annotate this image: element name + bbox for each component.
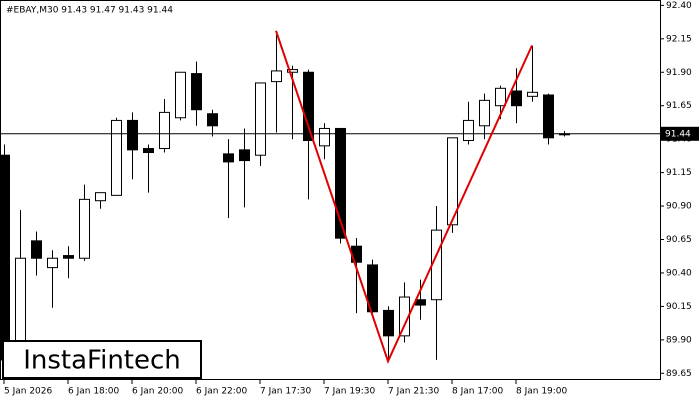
candle-body [111,119,122,196]
x-tick-label: 6 Jan 22:00 [196,387,248,397]
y-tick-label: 90.15 [666,302,692,312]
y-tick-label: 92.15 [666,34,692,44]
candle-body [223,153,234,163]
candle-body [287,69,298,73]
candle-body [415,299,426,306]
candle-body [0,154,10,361]
candle-body [319,127,330,147]
candle-body [159,111,170,150]
current-price-label: 91.44 [665,129,691,139]
chart-title: #EBAY,M30 91.43 91.47 91.43 91.44 [6,6,173,16]
candle-body [31,240,42,259]
candle-body [95,192,106,202]
y-tick-label: 91.90 [666,68,692,78]
candle-body [191,73,202,111]
candle-body [335,127,346,239]
x-tick-label: 6 Jan 20:00 [132,387,184,397]
candle-body [463,119,474,141]
candle-body [511,90,522,107]
candle-body [239,149,250,162]
y-tick-label: 91.65 [666,101,692,111]
candle-body [127,119,138,151]
x-tick-label: 7 Jan 17:30 [260,387,312,397]
candle-body [207,113,218,127]
candle-body [383,309,394,337]
candle-body [143,148,154,154]
x-tick-label: 6 Jan 18:00 [68,387,120,397]
logo-box [2,340,202,379]
x-tick-label: 8 Jan 19:00 [516,387,568,397]
candle-body [527,91,538,97]
x-tick-label: 7 Jan 21:30 [388,387,440,397]
x-tick-label: 8 Jan 17:00 [452,387,504,397]
candle-body [479,99,490,127]
candle-body [543,94,554,139]
x-tick-label: 5 Jan 2026 [4,387,52,397]
candle-body [79,198,90,259]
candle-body [495,87,506,107]
y-tick-label: 89.90 [666,335,692,345]
candle-body [47,257,58,269]
y-tick-label: 90.40 [666,268,692,278]
candle-body [303,71,314,141]
y-tick-label: 89.65 [666,369,692,379]
candle-body [447,137,458,226]
candle-body [271,70,282,83]
y-tick-label: 90.90 [666,202,692,212]
candle-body [255,82,266,156]
y-tick-label: 91.15 [666,168,692,178]
candle-body [367,264,378,313]
y-tick-label: 90.65 [666,235,692,245]
candle-body [175,71,186,119]
current-price-box [661,126,699,141]
y-tick-label: 92.40 [666,1,692,11]
logo: InstaFintech [23,346,181,376]
pattern-line [275,30,533,364]
x-tick-label: 7 Jan 19:30 [324,387,376,397]
candle-body [63,255,74,259]
